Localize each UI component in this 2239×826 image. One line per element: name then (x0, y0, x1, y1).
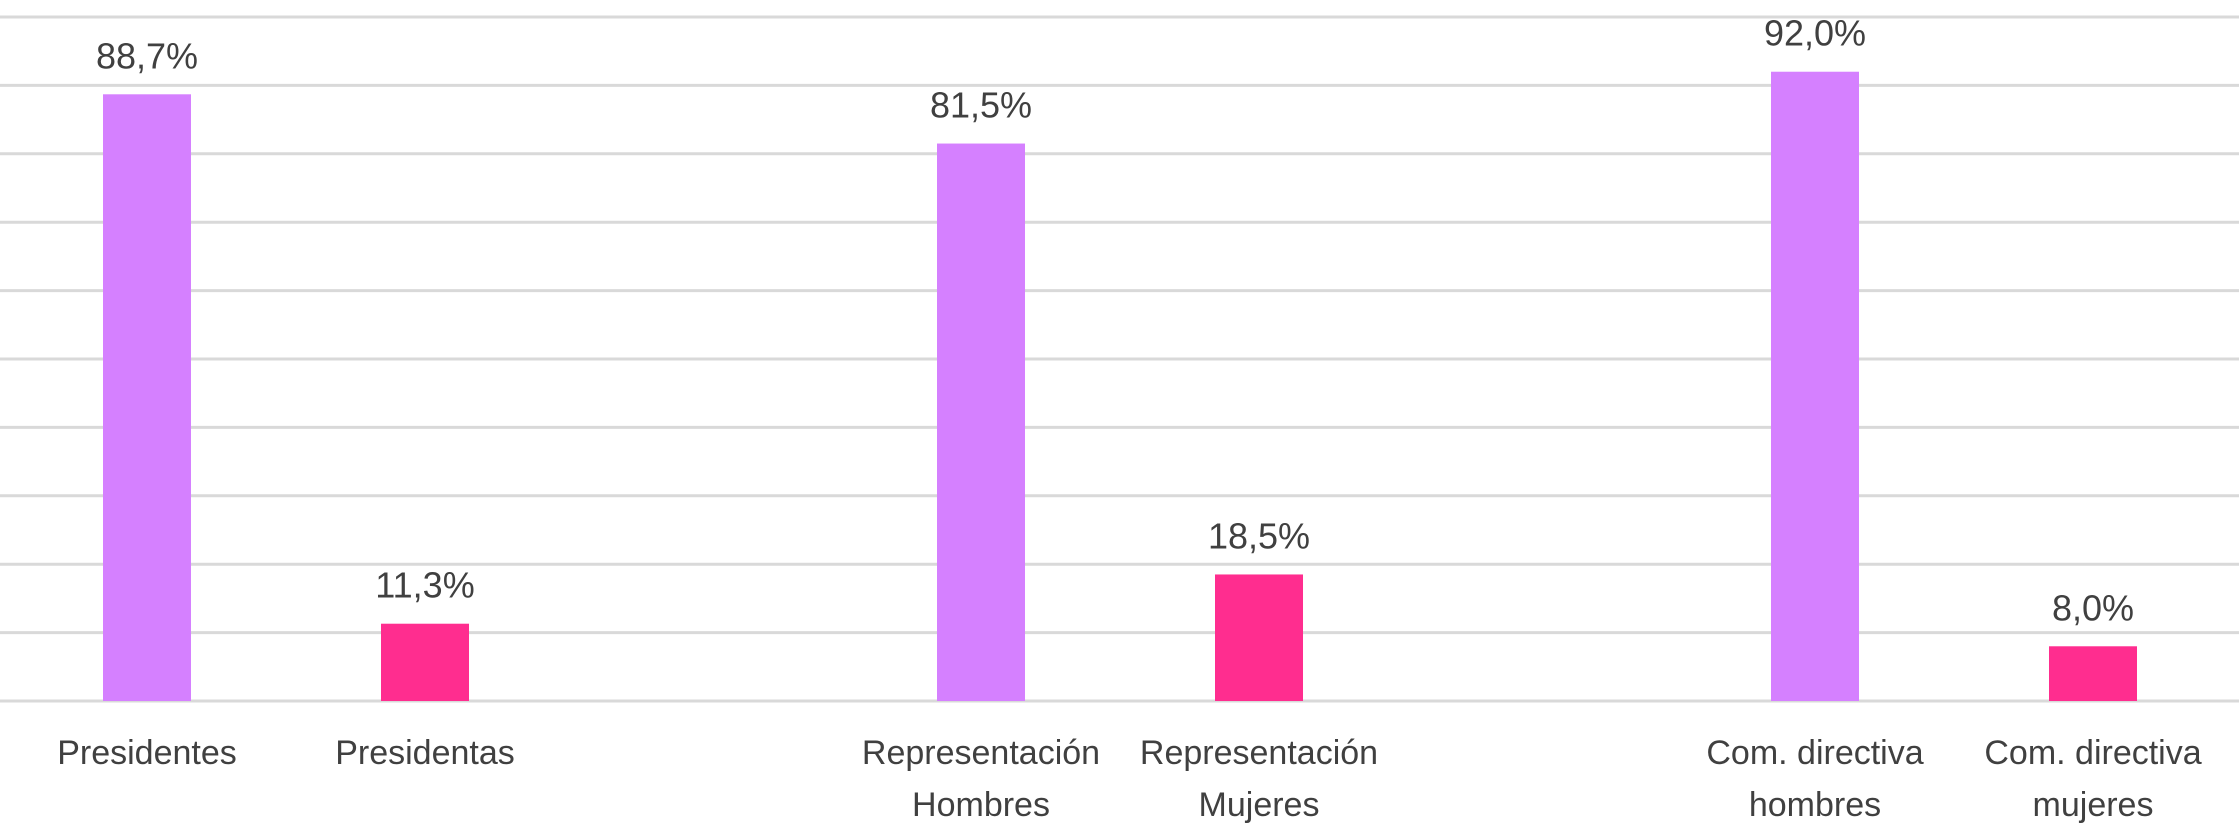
data-label: 11,3% (375, 565, 474, 606)
data-label: 92,0% (1764, 13, 1866, 54)
x-tick-label: Com. directiva hombres (1706, 734, 1924, 824)
x-tick-label: Representación Mujeres (1139, 734, 1379, 824)
bar (2049, 646, 2137, 701)
data-label: 88,7% (96, 35, 198, 76)
bar (103, 94, 191, 702)
data-label: 8,0% (2052, 587, 2134, 628)
bar (381, 623, 469, 701)
x-tick-label: Com. directiva mujeres (1984, 734, 2202, 824)
bar (937, 143, 1025, 702)
x-tick-label: Presidentes (57, 734, 237, 772)
x-tick-label: Presidentas (335, 734, 515, 772)
data-label: 81,5% (930, 85, 1032, 126)
x-tick-label: Representación Hombres (861, 734, 1101, 824)
data-label: 18,5% (1208, 515, 1310, 556)
bar (1215, 574, 1303, 701)
bar (1771, 71, 1859, 702)
